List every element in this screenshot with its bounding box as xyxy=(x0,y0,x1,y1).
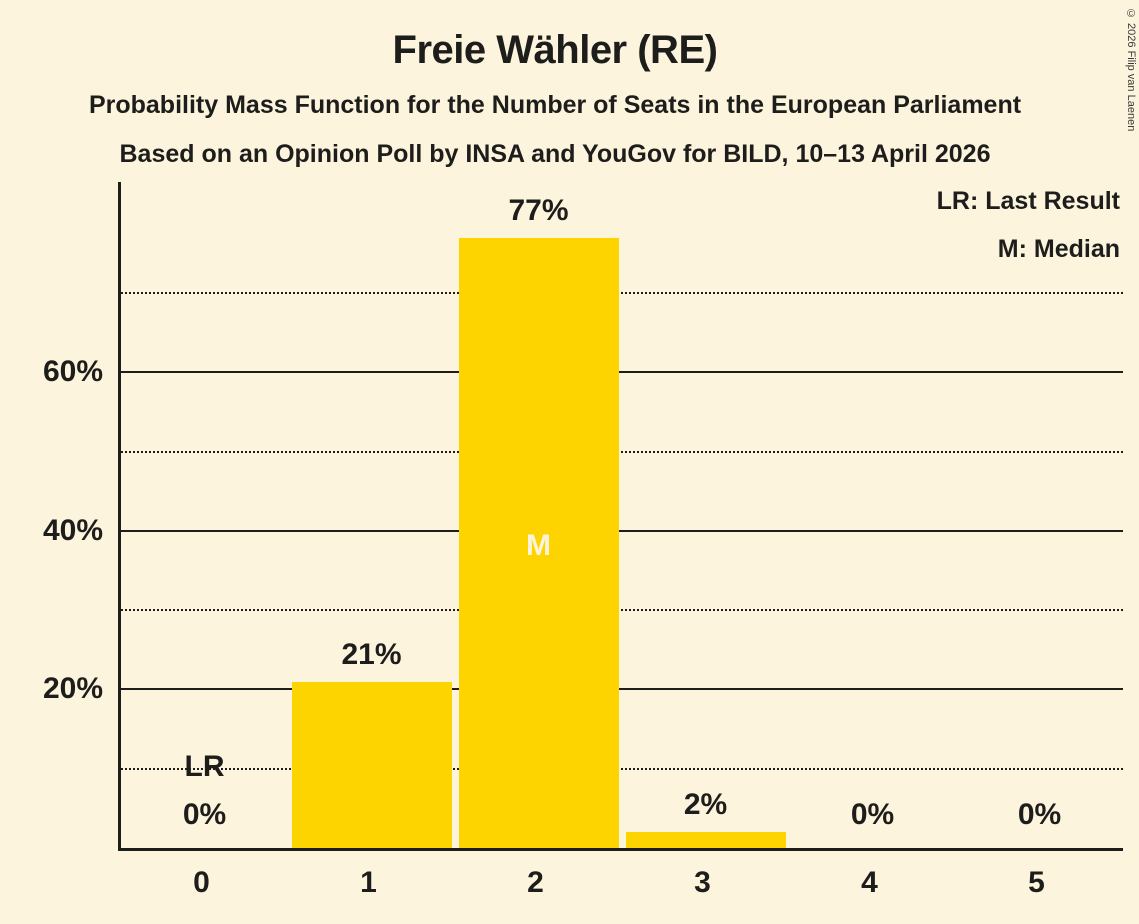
x-tick-label-4: 4 xyxy=(861,866,878,899)
bar-value-label: 0% xyxy=(182,798,227,831)
gridline-solid xyxy=(121,688,1123,691)
plot-area: 0% 21% 77% 2% 0% 0% LR M xyxy=(118,182,1123,851)
chart-subtitle-pmf: Probability Mass Function for the Number… xyxy=(88,91,1022,119)
x-tick-label-0: 0 xyxy=(193,866,210,899)
legend-median: M: Median xyxy=(997,235,1120,263)
x-tick-label-5: 5 xyxy=(1028,866,1045,899)
gridline-solid xyxy=(121,529,1123,532)
bar-seats-2 xyxy=(458,237,619,848)
chart-title: Freie Wähler (RE) xyxy=(392,28,718,72)
gridline-dotted xyxy=(121,767,1123,770)
bar-value-label: 21% xyxy=(341,637,402,671)
bar-value-label: 2% xyxy=(683,788,728,822)
y-tick-label: 40% xyxy=(42,513,103,547)
y-tick-label: 60% xyxy=(42,355,103,389)
copyright-notice: © 2026 Filip van Laenen xyxy=(1125,8,1137,132)
chart-subtitle-poll: Based on an Opinion Poll by INSA and You… xyxy=(119,140,991,168)
bar-seats-1 xyxy=(291,681,452,848)
gridline-dotted xyxy=(121,292,1123,294)
gridline-dotted xyxy=(121,450,1123,453)
bar-seats-3 xyxy=(625,832,786,848)
bar-value-label: 0% xyxy=(850,798,895,831)
x-tick-label-1: 1 xyxy=(360,866,377,899)
gridline-solid xyxy=(121,371,1123,374)
last-result-label: LR xyxy=(184,750,225,783)
bar-value-label: 0% xyxy=(1017,798,1062,831)
y-tick-label: 20% xyxy=(42,672,103,706)
x-tick-label-2: 2 xyxy=(527,866,544,899)
legend-last-result: LR: Last Result xyxy=(936,187,1120,215)
median-label: M xyxy=(526,528,551,562)
x-tick-label-3: 3 xyxy=(694,866,711,899)
gridline-dotted xyxy=(121,609,1123,612)
bar-value-label: 77% xyxy=(508,193,569,227)
